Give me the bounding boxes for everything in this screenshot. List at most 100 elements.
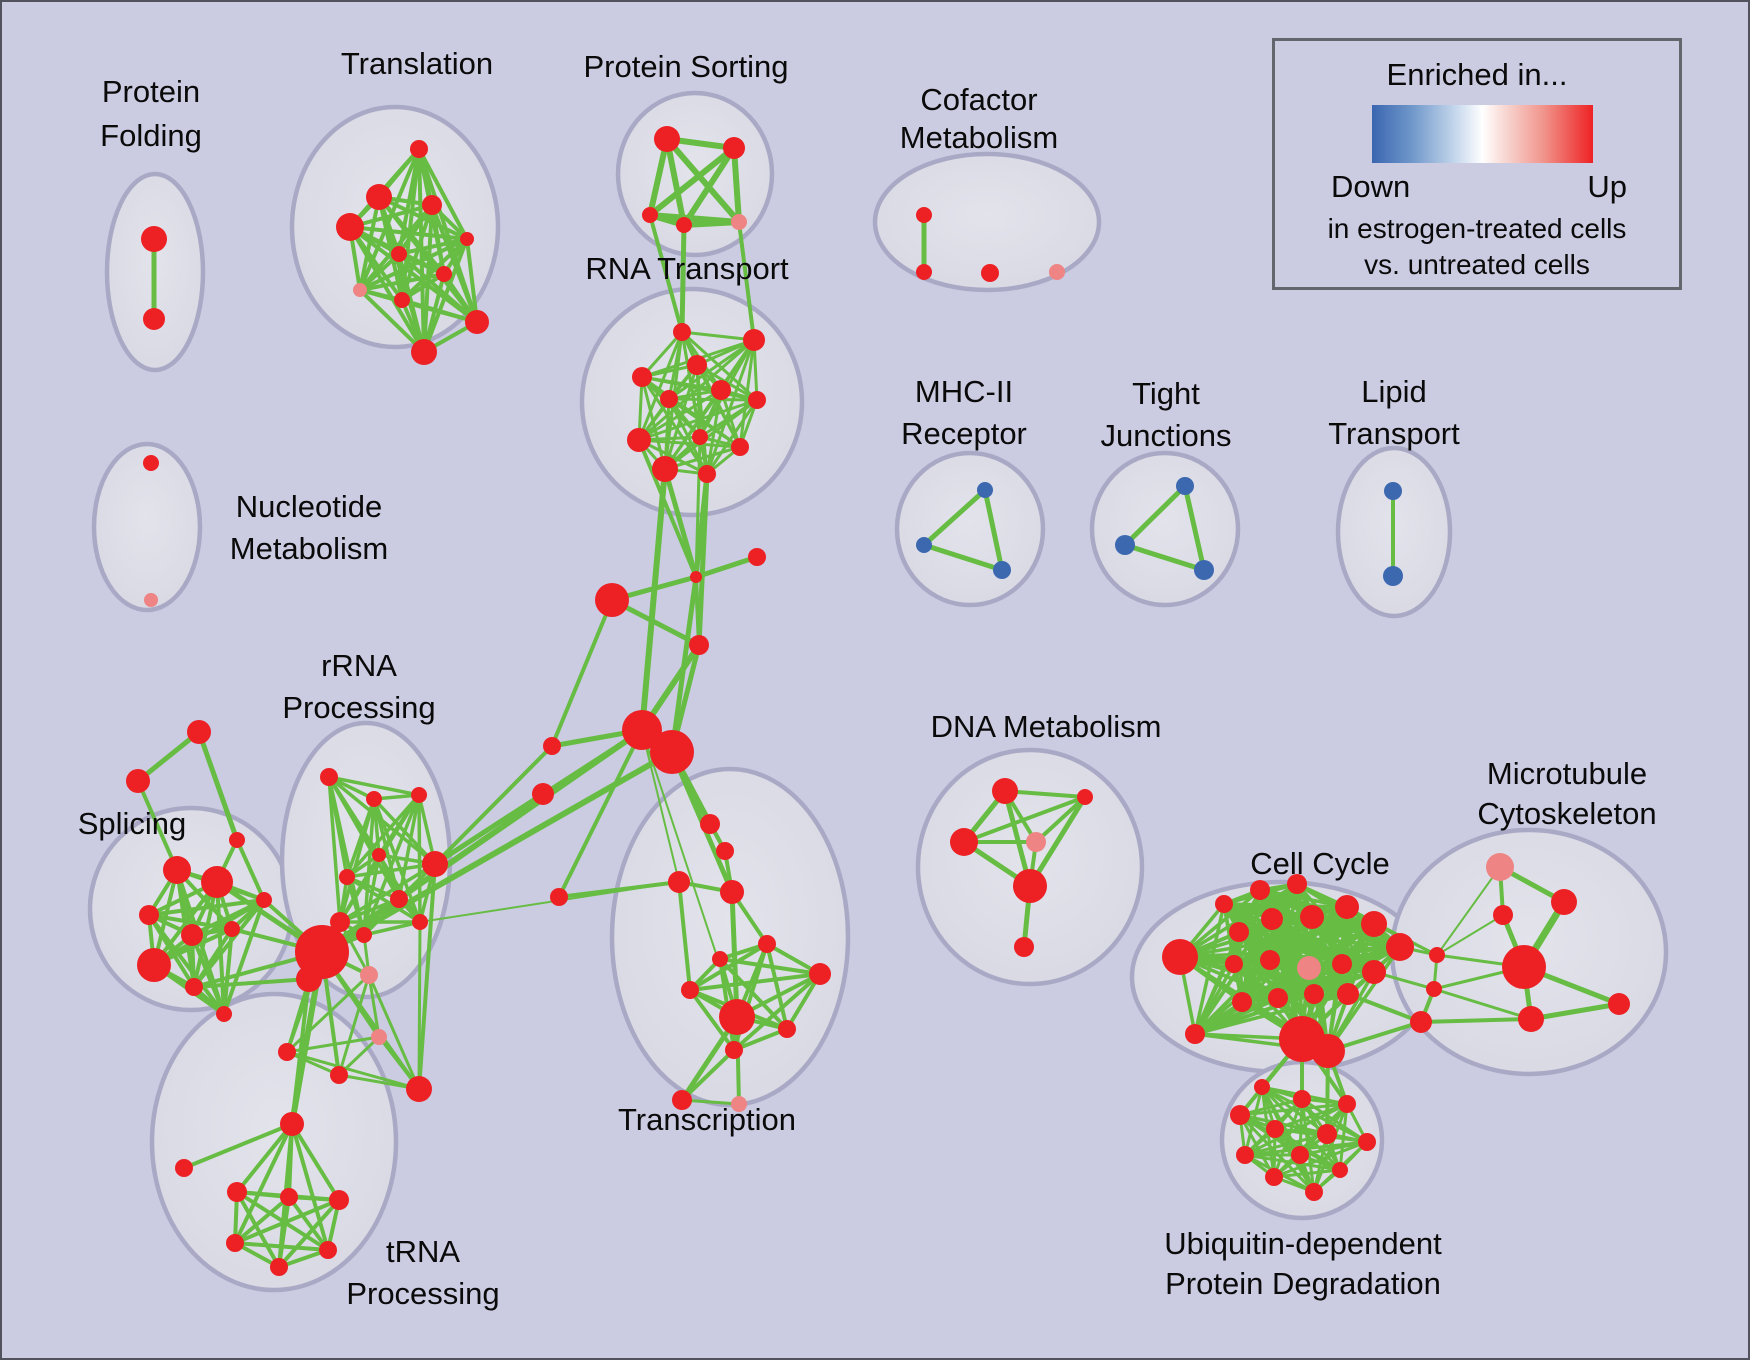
legend-up-label: Up xyxy=(1587,169,1627,204)
gene-set-node xyxy=(1410,1011,1432,1033)
gene-set-node xyxy=(950,828,978,856)
edge xyxy=(397,793,421,901)
gene-set-node xyxy=(372,848,386,862)
edge xyxy=(1182,483,1207,573)
edge xyxy=(637,330,684,442)
gene-set-node xyxy=(139,905,159,925)
edge xyxy=(1346,992,1423,1024)
gene-set-node xyxy=(642,207,658,223)
gene-set-node xyxy=(650,730,694,774)
edge xyxy=(362,920,422,937)
gene-set-node xyxy=(1337,983,1359,1005)
edge xyxy=(765,942,789,1031)
edge xyxy=(705,338,756,476)
gene-set-node xyxy=(1176,477,1194,495)
edge xyxy=(732,1027,789,1052)
gene-set-node xyxy=(690,571,702,583)
gene-set-node xyxy=(227,1182,247,1202)
edge xyxy=(1193,902,1226,1036)
cluster-label-ubiquitin-degradation: Ubiquitin-dependent Protein Degradation xyxy=(1164,1226,1442,1301)
edge xyxy=(679,222,687,335)
gene-set-node xyxy=(731,214,747,230)
edge xyxy=(1436,866,1501,956)
gene-set-node xyxy=(1049,264,1065,280)
edge xyxy=(681,145,737,228)
gene-set-node xyxy=(406,1076,432,1102)
edge xyxy=(338,797,376,924)
edge xyxy=(1193,958,1272,1036)
edge xyxy=(641,729,738,1018)
edge xyxy=(680,1048,736,1102)
edge xyxy=(680,330,759,402)
edge xyxy=(358,252,401,292)
gene-set-node xyxy=(390,890,408,908)
edge xyxy=(640,375,709,476)
edge xyxy=(192,977,311,989)
gene-set-node xyxy=(1254,1079,1270,1095)
edge xyxy=(1238,1097,1304,1117)
edge xyxy=(417,147,469,241)
gene-set-node xyxy=(1518,1006,1544,1032)
edge xyxy=(1027,794,1088,889)
edge xyxy=(285,1050,421,1091)
gene-set-node xyxy=(360,966,378,984)
edge xyxy=(235,1122,294,1194)
gene-set-node xyxy=(181,924,203,946)
edge xyxy=(327,775,421,797)
gene-set-node xyxy=(1383,566,1403,586)
edge xyxy=(718,957,789,1031)
gene-set-node xyxy=(410,140,428,158)
gene-set-node xyxy=(1230,1105,1250,1125)
gene-set-node xyxy=(330,1066,348,1084)
gene-set-node xyxy=(632,367,652,387)
edge xyxy=(680,330,756,342)
gene-set-node xyxy=(329,1190,349,1210)
edge xyxy=(400,272,446,302)
gene-set-node xyxy=(1261,908,1283,930)
edge xyxy=(290,1122,330,1252)
gene-set-node xyxy=(422,195,442,215)
legend-axis-labels: Down Up xyxy=(1331,169,1627,205)
edge xyxy=(637,438,709,476)
gene-set-node xyxy=(1486,853,1514,881)
gene-set-node xyxy=(700,814,720,834)
gene-set-node xyxy=(687,355,707,375)
cluster-label-mhc-ii-receptor: MHC-II Receptor xyxy=(901,374,1027,451)
cluster-label-nucleotide-metabolism: Nucleotide Metabolism xyxy=(230,489,389,566)
gene-set-node xyxy=(1311,1034,1345,1068)
edge xyxy=(287,1195,330,1252)
edge xyxy=(345,862,437,879)
edge xyxy=(1193,992,1350,1036)
gene-set-node xyxy=(339,869,355,885)
gene-set-node xyxy=(1287,874,1307,894)
legend-gradient-bar xyxy=(1372,105,1593,163)
gene-set-node xyxy=(280,1112,304,1136)
gene-set-node xyxy=(532,783,554,805)
gene-set-node xyxy=(295,925,349,979)
gene-set-node xyxy=(278,1043,296,1061)
edge xyxy=(1034,795,1087,844)
gene-set-node xyxy=(993,561,1011,579)
gene-set-node xyxy=(1361,911,1387,937)
gene-set-node xyxy=(1232,992,1252,1012)
cluster-label-tight-junctions: Tight Junctions xyxy=(1101,376,1232,453)
gene-set-node xyxy=(1194,560,1214,580)
gene-set-node xyxy=(676,217,692,233)
edge xyxy=(337,973,371,1077)
cluster-ellipse-nucleotide-metabolism xyxy=(91,441,203,613)
gene-set-node xyxy=(141,226,167,252)
gene-set-node xyxy=(1215,895,1233,913)
gene-set-node xyxy=(394,292,410,308)
edge xyxy=(1432,987,1533,1021)
cluster-label-protein-folding: Protein Folding xyxy=(100,74,202,153)
edge xyxy=(419,881,680,923)
gene-set-node xyxy=(366,791,382,807)
gene-set-node xyxy=(391,246,407,262)
cluster-label-translation: Translation xyxy=(341,46,493,81)
gene-set-node xyxy=(719,999,755,1035)
gene-set-node xyxy=(1236,1146,1254,1164)
gene-set-node xyxy=(681,981,699,999)
gene-set-node xyxy=(731,1096,747,1112)
gene-set-node xyxy=(916,207,932,223)
edge xyxy=(417,793,422,924)
